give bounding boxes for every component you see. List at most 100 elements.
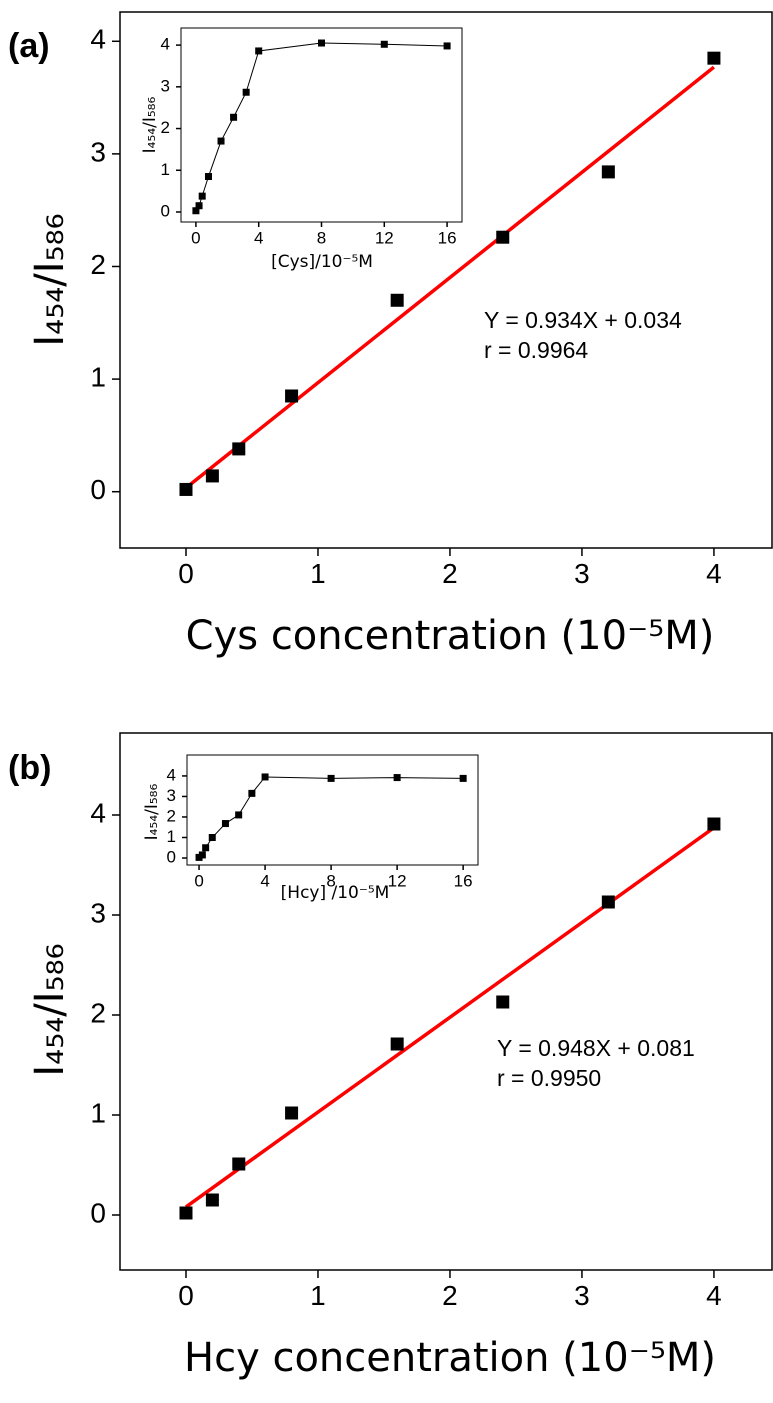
inset-background [187, 755, 478, 865]
x-tick-label: 1 [310, 558, 326, 589]
data-point [217, 137, 225, 145]
y-tick-label: 0 [161, 201, 170, 220]
data-point [198, 851, 206, 859]
y-tick-label: 3 [161, 76, 170, 95]
data-point [192, 207, 200, 215]
y-axis-label: I₄₅₄/I₅₈₆ [140, 96, 160, 153]
data-point [601, 895, 615, 909]
x-tick-label: 4 [260, 871, 269, 890]
x-tick-label: 0 [178, 558, 194, 589]
x-tick-label: 0 [178, 1280, 194, 1311]
x-axis-label: Cys concentration (10⁻⁵M) [186, 613, 715, 659]
data-point [707, 817, 721, 831]
plot-frame [119, 11, 773, 549]
y-axis-label: I₄₅₄/I₅₈₆ [27, 213, 73, 346]
y-tick-label: 0 [167, 848, 176, 867]
y-tick-label: 0 [90, 1197, 106, 1228]
data-point [179, 482, 193, 496]
x-tick-label: 2 [442, 1280, 458, 1311]
y-tick-label: 0 [90, 474, 106, 505]
x-tick-label: 12 [388, 871, 407, 890]
data-point [204, 173, 212, 181]
data-point [390, 293, 404, 307]
data-point [390, 1037, 404, 1051]
x-tick-label: 0 [194, 871, 203, 890]
data-point [198, 192, 206, 200]
data-point [248, 789, 256, 797]
y-axis-label: I₄₅₄/I₅₈₆ [27, 943, 73, 1076]
panel-label: (b) [8, 749, 51, 787]
data-point [443, 42, 451, 50]
data-point [230, 113, 238, 121]
y-tick-label: 2 [161, 118, 170, 137]
x-tick-label: 8 [326, 871, 335, 890]
y-tick-label: 2 [90, 249, 106, 280]
data-point [285, 1106, 299, 1120]
plot-frame [119, 732, 773, 1271]
y-tick-label: 4 [167, 765, 176, 784]
y-tick-label: 1 [90, 361, 106, 392]
y-tick-label: 4 [161, 35, 170, 54]
data-point [327, 774, 335, 782]
data-point [255, 47, 263, 55]
y-tick-label: 1 [90, 1097, 106, 1128]
fit-annotation: r = 0.9964 [484, 337, 588, 363]
fit-line [184, 826, 715, 1209]
x-tick-label: 3 [574, 1280, 590, 1311]
y-tick-label: 4 [90, 797, 106, 828]
data-point [208, 834, 216, 841]
data-point [380, 40, 388, 48]
data-point [601, 165, 615, 179]
x-tick-label: 16 [438, 228, 457, 247]
data-point [202, 844, 210, 852]
data-point [242, 88, 250, 96]
x-tick-label: 2 [442, 558, 458, 589]
y-tick-label: 1 [161, 160, 170, 179]
y-tick-label: 3 [90, 136, 106, 167]
data-point [235, 811, 243, 819]
data-point [205, 1193, 219, 1207]
x-axis-label: Hcy concentration (10⁻⁵M) [184, 1335, 716, 1381]
data-point [496, 230, 510, 244]
data-point [459, 774, 467, 782]
data-point [707, 51, 721, 65]
x-tick-label: 8 [317, 228, 326, 247]
data-point [318, 39, 325, 47]
plot-frame [186, 754, 479, 866]
fit-annotation: Y = 0.934X + 0.034 [484, 307, 682, 333]
y-tick-label: 2 [90, 997, 106, 1028]
data-point [496, 995, 510, 1009]
data-point [221, 820, 229, 828]
data-point [261, 773, 269, 781]
panel-label: (a) [8, 27, 50, 65]
x-tick-label: 12 [375, 228, 394, 247]
x-axis-label: [Cys]/10⁻⁵M [271, 252, 373, 272]
x-tick-label: 0 [191, 228, 200, 247]
y-tick-label: 2 [167, 806, 176, 825]
x-tick-label: 3 [574, 558, 590, 589]
y-tick-label: 1 [167, 827, 176, 846]
data-point [195, 202, 203, 210]
data-point [179, 1206, 193, 1220]
data-point [205, 469, 219, 483]
fit-annotation: Y = 0.948X + 0.081 [497, 1035, 695, 1061]
y-tick-label: 4 [90, 24, 106, 55]
y-tick-label: 3 [167, 786, 176, 805]
y-tick-label: 3 [90, 897, 106, 928]
x-tick-label: 16 [454, 871, 473, 890]
data-point [285, 389, 299, 403]
x-tick-label: 4 [706, 558, 722, 589]
data-point [232, 1157, 246, 1171]
inset-background [181, 28, 462, 222]
fit-line [184, 65, 716, 490]
x-tick-label: 4 [706, 1280, 722, 1311]
y-axis-label: I₄₅₄/I₅₈₆ [142, 783, 162, 840]
data-point [393, 774, 401, 782]
data-point [232, 442, 246, 456]
x-tick-label: 1 [310, 1280, 326, 1311]
x-axis-label: [Hcy] /10⁻⁵M [281, 883, 390, 903]
fit-annotation: r = 0.9950 [497, 1065, 601, 1091]
x-tick-label: 4 [254, 228, 263, 247]
